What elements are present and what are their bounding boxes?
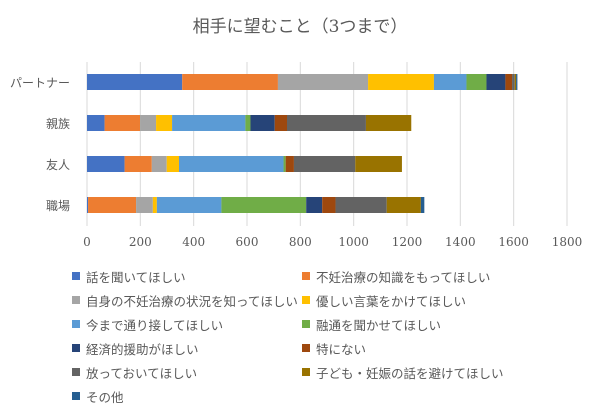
legend-swatch <box>72 392 80 400</box>
bar-segment <box>166 156 179 172</box>
legend-item: その他 <box>72 386 302 406</box>
x-tick-label: 1600 <box>498 235 529 249</box>
legend-label: その他 <box>86 389 124 405</box>
legend-swatch <box>72 272 80 280</box>
legend-swatch <box>302 272 310 280</box>
bar-segment <box>140 115 157 131</box>
legend-swatch <box>72 368 80 376</box>
bar-segment <box>293 156 356 172</box>
x-tick-label: 1400 <box>445 235 476 249</box>
legend-item: 不妊治療の知識をもってほしい <box>302 266 532 286</box>
legend-label: 話を聞いてほしい <box>86 269 186 285</box>
legend-swatch <box>72 296 80 304</box>
bar-segment <box>486 74 506 90</box>
x-tick-label: 800 <box>289 235 312 249</box>
x-tick-label: 1000 <box>338 235 369 249</box>
legend-label: 経済的援助がほしい <box>86 341 199 357</box>
legend-swatch <box>302 320 310 328</box>
legend-label: 今まで通り接してほしい <box>86 317 224 333</box>
bar-segment <box>285 156 294 172</box>
legend-label: 不妊治療の知識をもってほしい <box>316 269 491 285</box>
bar-segment <box>172 115 246 131</box>
x-tick-label: 400 <box>182 235 205 249</box>
y-category-label: 親族 <box>46 117 70 131</box>
legend-swatch <box>72 320 80 328</box>
legend-label: 自身の不妊治療の状況を知ってほしい <box>86 293 298 309</box>
bar-segment <box>151 156 167 172</box>
bar-segment <box>466 74 487 90</box>
legend-swatch <box>302 344 310 352</box>
bar-segment <box>179 156 284 172</box>
bar-segment <box>514 74 517 90</box>
bar-segment <box>274 115 287 131</box>
bar-segment <box>124 156 152 172</box>
x-tick-label: 1800 <box>552 235 583 249</box>
bar-segment <box>221 197 307 213</box>
legend-label: 融通を聞かせてほしい <box>316 317 442 333</box>
legend-label: 優しい言葉をかけてほしい <box>316 293 467 309</box>
x-tick-label: 600 <box>236 235 259 249</box>
bar-segment <box>156 197 222 213</box>
bar-segment <box>182 74 278 90</box>
bar-segment <box>136 197 153 213</box>
y-category-label: 職場 <box>46 199 70 213</box>
bar-segment <box>88 197 137 213</box>
bar-segment <box>365 115 412 131</box>
legend-item: 経済的援助がほしい <box>72 338 302 358</box>
legend-item: 優しい言葉をかけてほしい <box>302 290 532 310</box>
bar-segment <box>355 156 402 172</box>
legend-label: 子ども・妊娠の話を避けてほしい <box>316 365 504 381</box>
bar-segment <box>516 74 518 90</box>
bar-segment <box>505 74 513 90</box>
x-tick-label: 0 <box>83 235 91 249</box>
bar-segment <box>433 74 467 90</box>
bar-segment <box>277 74 369 90</box>
x-tick-label: 1200 <box>392 235 423 249</box>
legend-item: 話を聞いてほしい <box>72 266 302 286</box>
bar-segment <box>104 115 141 131</box>
bar-segment <box>245 115 251 131</box>
legend-label: 放っておいてほしい <box>86 365 198 381</box>
bar-segment <box>156 115 173 131</box>
bar-segment <box>152 197 157 213</box>
bar-segment <box>322 197 336 213</box>
bar-segment <box>87 197 89 213</box>
legend-item: 放っておいてほしい <box>72 362 302 382</box>
legend: 話を聞いてほしい 不妊治療の知識をもってほしい自身の不妊治療の状況を知ってほしい 優… <box>72 266 592 406</box>
plot-area: 0 200 400 600 800 1000 1200 1400 1600 1800 パートナー親族… <box>10 62 583 249</box>
bar-segment <box>283 156 286 172</box>
y-category-label: パートナー <box>10 76 70 90</box>
chart-title: 相手に望むこと（3つまで） <box>192 17 408 37</box>
bar-segment <box>306 197 323 213</box>
bar-segment <box>335 197 387 213</box>
y-category-label: 友人 <box>46 158 70 172</box>
legend-item: 特にない <box>302 338 532 358</box>
legend-label: 特にない <box>316 341 367 357</box>
bar-segment <box>512 74 515 90</box>
bar-segment <box>250 115 275 131</box>
bar-segment <box>287 115 366 131</box>
legend-item: 今まで通り接してほしい <box>72 314 302 334</box>
bar-segment <box>87 156 125 172</box>
bar-segment <box>87 74 183 90</box>
legend-swatch <box>302 296 310 304</box>
legend-swatch <box>302 368 310 376</box>
bar-segment <box>368 74 434 90</box>
legend-item: 融通を聞かせてほしい <box>302 314 532 334</box>
bar-segment <box>87 115 105 131</box>
legend-swatch <box>72 344 80 352</box>
bar-segment <box>420 197 425 213</box>
x-tick-label: 200 <box>129 235 152 249</box>
bar-segment <box>386 197 421 213</box>
legend-item: 子ども・妊娠の話を避けてほしい <box>302 362 532 382</box>
legend-item: 自身の不妊治療の状況を知ってほしい <box>72 290 302 310</box>
